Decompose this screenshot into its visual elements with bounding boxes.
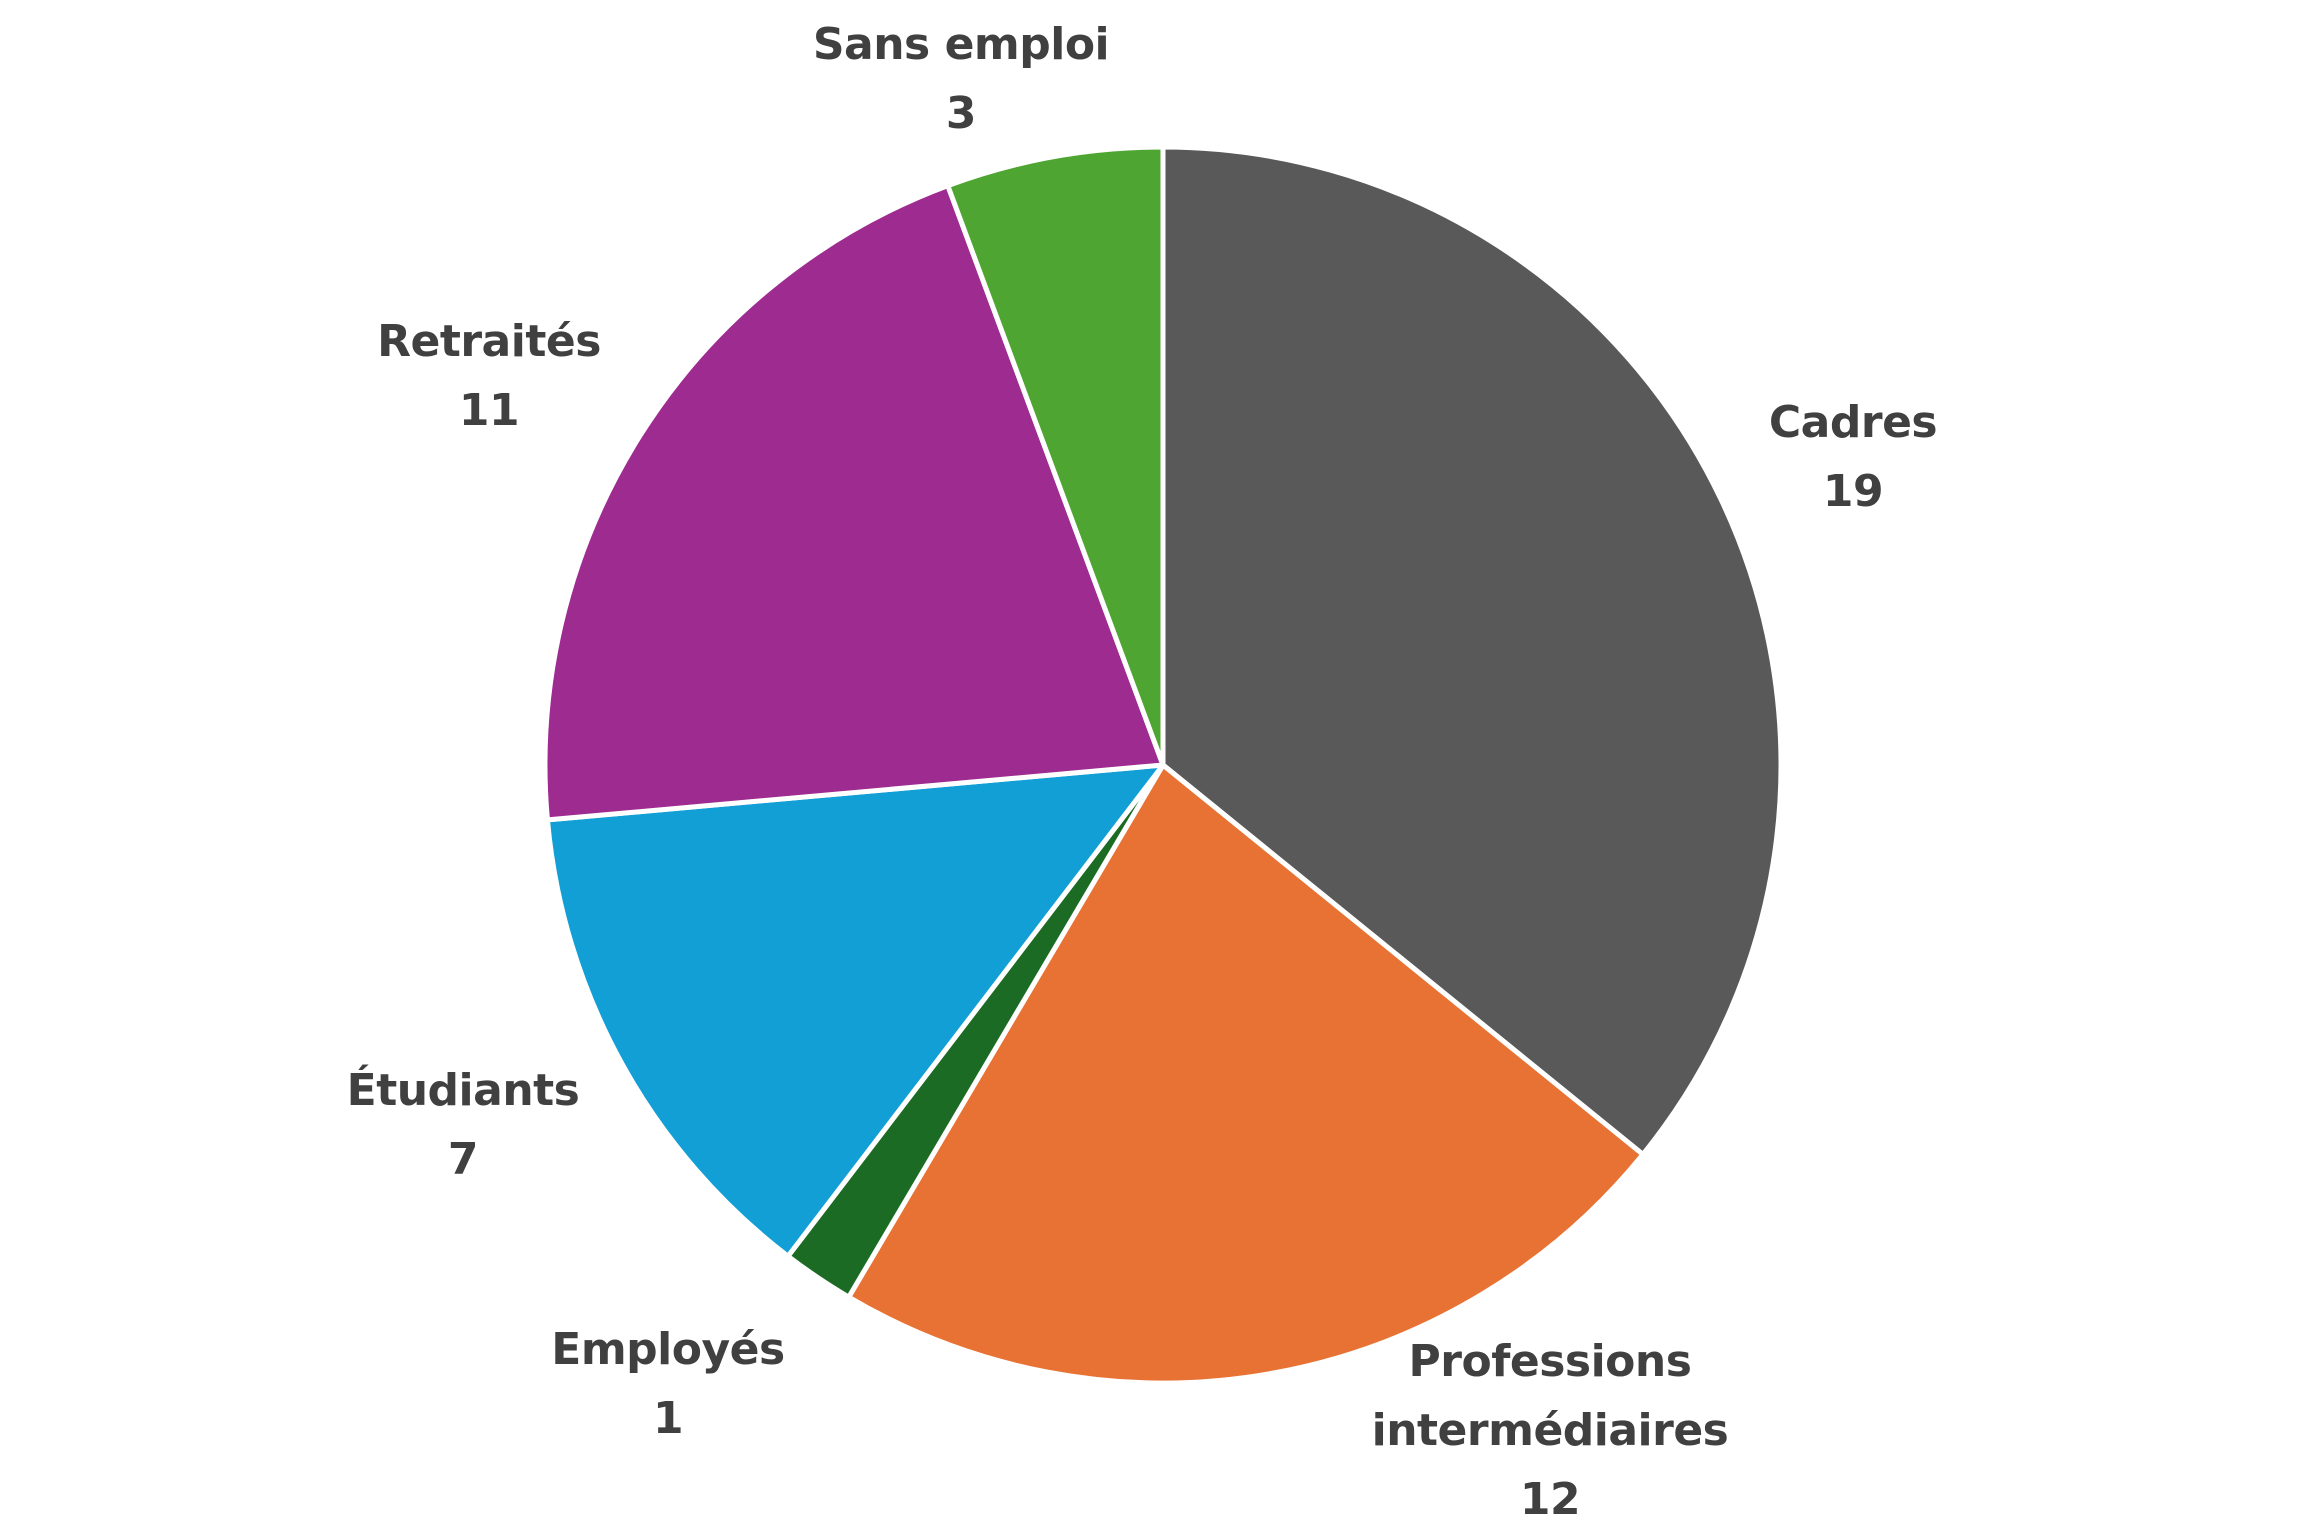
slice-label-4: Étudiants 7 (347, 1056, 580, 1194)
pie-slice-4 (544, 762, 1166, 1259)
pie-slice-1 (1160, 144, 1784, 1157)
slice-value-label: 11 (458, 385, 520, 436)
slice-label-2: Professions intermédiaires 12 (1372, 1327, 1729, 1534)
slice-label-text: Employés (551, 1324, 785, 1375)
slice-label-5: Retraités 11 (377, 307, 601, 445)
slice-value-label: 19 (1822, 466, 1884, 517)
pie-slice-5 (542, 183, 1166, 823)
pie-slice-2 (846, 762, 1646, 1386)
pie-slice-6 (945, 144, 1166, 768)
slice-label-6: Sans emploi 3 (812, 10, 1110, 148)
slice-value-label: 3 (945, 88, 977, 139)
slice-label-text: Étudiants (346, 1065, 580, 1116)
slice-label-3: Employés 1 (551, 1315, 785, 1453)
slice-value-label: 12 (1519, 1474, 1581, 1525)
slice-value-label: 7 (447, 1134, 479, 1185)
slice-label-text: Professions (1408, 1336, 1692, 1387)
slice-label-text: intermédiaires (1371, 1405, 1729, 1456)
slice-label-text: Retraités (377, 316, 601, 367)
slice-label-1: Cadres 19 (1768, 388, 1938, 526)
slice-value-label: 1 (652, 1393, 684, 1444)
slice-label-text: Sans emploi (812, 19, 1110, 70)
slice-label-text: Cadres (1768, 397, 1938, 448)
